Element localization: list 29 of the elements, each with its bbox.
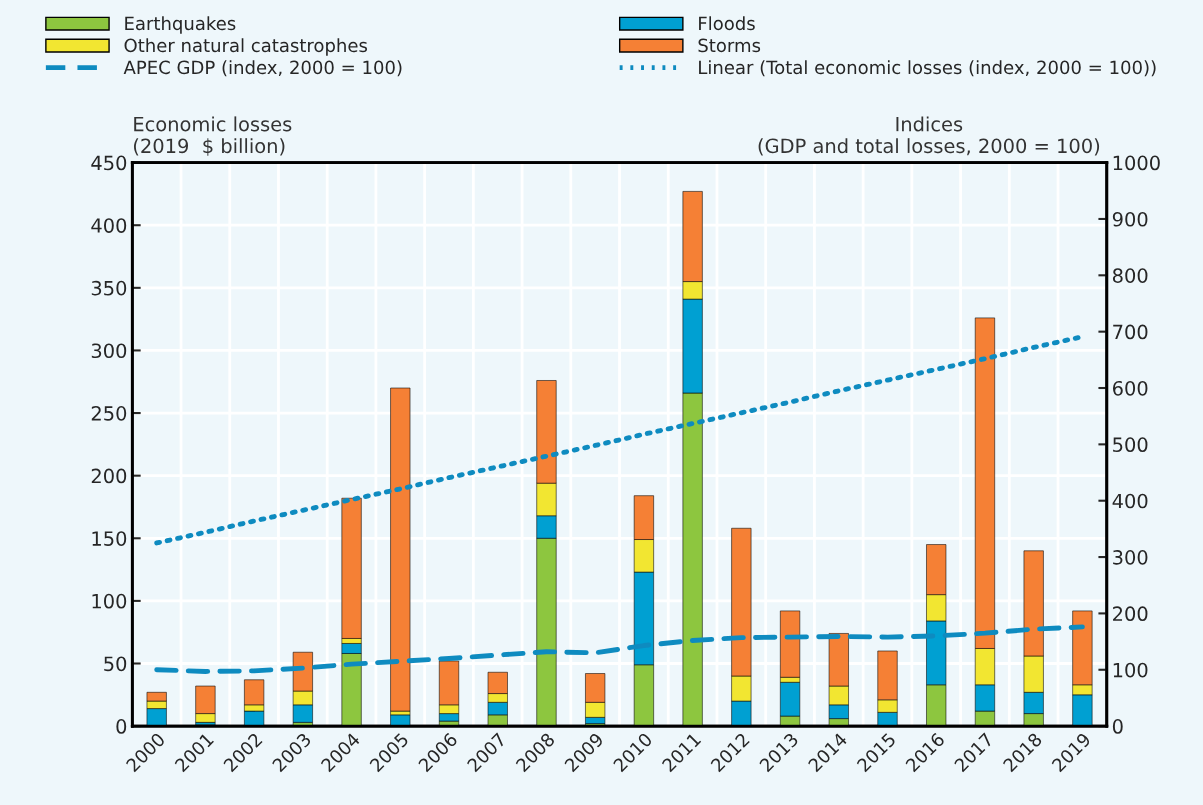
- legend-label: Linear (Total economic losses (index, 2000 = 100)): [699, 60, 1156, 77]
- y2-tick-label: 900: [1112, 211, 1148, 227]
- y2-tick-label: 100: [1113, 662, 1148, 678]
- y-tick-label: 450: [91, 155, 127, 171]
- y2-tick-label: 500: [1113, 437, 1148, 453]
- y-tick-label: 200: [91, 468, 127, 484]
- y-tick-label: 400: [91, 218, 127, 233]
- legend-label: Floods: [699, 16, 755, 31]
- y2-tick-label: 300: [1113, 550, 1148, 565]
- y2-tick-label: 800: [1112, 268, 1148, 283]
- legend-label: Other natural catastrophes: [124, 38, 368, 56]
- y-tick-label: 0: [116, 719, 127, 734]
- legend-label: Earthquakes: [125, 16, 236, 34]
- legend-label: APEC GDP (index, 2000 = 100): [123, 60, 402, 77]
- y2-tick-label: 0: [1112, 719, 1123, 734]
- y2-tick-label: 600: [1112, 380, 1148, 396]
- y-tick-label: 150: [92, 531, 127, 546]
- y2-tick-label: 1000: [1113, 155, 1160, 171]
- y2-tick-label: 700: [1113, 324, 1148, 340]
- legend-label: Storms: [698, 38, 761, 53]
- y2-tick-label: 400: [1112, 493, 1148, 509]
- y-tick-label: 250: [91, 406, 127, 421]
- y-tick-label: 300: [91, 343, 127, 359]
- y-tick-label: 350: [91, 280, 127, 296]
- y2-tick-label: 200: [1113, 606, 1148, 622]
- y-tick-label: 50: [104, 656, 127, 672]
- y-axis-title: Economic losses (2019 $ billion): [134, 116, 292, 156]
- y-tick-label: 100: [92, 593, 127, 609]
- y2-axis-title: Indices (GDP and total losses, 2000 = 100): [758, 116, 1100, 156]
